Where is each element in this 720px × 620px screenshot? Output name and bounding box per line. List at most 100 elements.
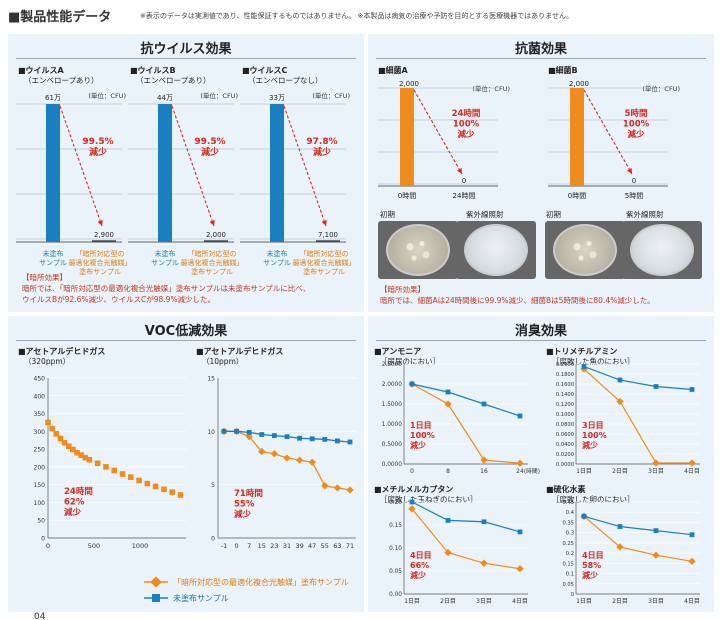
reduction-label: 3日目 [582, 421, 604, 430]
x-tick-label: 3日目 [648, 598, 664, 605]
y-tick-label: 150 [34, 482, 46, 489]
x-axis-unit: (時間) [524, 467, 540, 475]
chart-title: ■アセトアルデヒドガス [18, 346, 105, 356]
chart-acetaldehyde-320: ■アセトアルデヒドガス （320ppm） 0 50 100 150 200 250 300 350… [12, 346, 190, 556]
chart-svg: ■ウイルスC（エンベロープなし） (単位：CFU) 33万 7,100 97.8%減少未… [240, 66, 356, 276]
data-point-coated [65, 443, 72, 450]
reduction-label: 減少 [410, 440, 426, 450]
x-tick-label: 39 [295, 542, 303, 550]
voc-panel: VOC低減効果 ■アセトアルデヒドガス （320ppm） 0 50 100 150 200 2… [8, 316, 364, 612]
x-tick-label: 0 [235, 542, 239, 550]
data-point-coated [74, 449, 80, 456]
data-point-coated [53, 431, 60, 437]
chart-subtitle: （320ppm） [24, 357, 70, 366]
data-point-coated [82, 454, 89, 461]
data-point-uncoated [322, 436, 328, 442]
chart-title: ■アンモニア [374, 347, 421, 356]
data-point-uncoated [445, 518, 451, 523]
photo-label-initial: 初期 [380, 210, 395, 219]
y-tick-label: 450 [34, 376, 46, 383]
data-point-coated [516, 459, 524, 467]
note-title: 【暗所効果】 [22, 273, 67, 282]
bar-initial [400, 88, 414, 186]
unit-label: (単位：CFU) [88, 91, 126, 100]
chart-title: ■硫化水素 [546, 484, 586, 494]
x-tick-label: 2日目 [612, 598, 628, 605]
y-tick-label: 0.15 [562, 561, 574, 567]
petri-dish-uv-photo [622, 221, 702, 279]
unit-label: (単位：CFU) [472, 84, 510, 93]
antivirus-title: 抗ウイルス効果 [140, 42, 232, 57]
category-label: 5時間 [625, 192, 643, 200]
x-tick-label: 4日目 [512, 598, 528, 605]
data-point-uncoated [347, 439, 353, 445]
chart-trimethylamine: ■トリメチルアミン ［腐敗した魚のにおい］ 0.0000 0.0200 0.0400 0.… [544, 346, 714, 482]
data-point-uncoated [517, 529, 523, 535]
x-tick-label: 55 [321, 542, 329, 550]
antivirus-panel: 抗ウイルス効果 ■ウイルスA （エンベロープあり） (単位：CFU) 61万 2,900… [8, 34, 364, 312]
y-tick-label: 0.0400 [556, 442, 574, 448]
y-tick-label: 0.0200 [556, 452, 574, 458]
arrow-head-icon [209, 220, 215, 226]
unit-label: (単位：CFU) [200, 91, 238, 100]
reduction-label: 71時間 [234, 488, 263, 499]
y-tick-label: 0.1800 [556, 372, 574, 378]
data-point-coated [128, 474, 134, 480]
reduction-arrow [59, 105, 103, 227]
category-label: 0時間 [568, 192, 586, 200]
data-point-coated [295, 456, 304, 464]
bar-uncoated [46, 104, 60, 242]
reduction-label: 減少 [234, 509, 252, 520]
category-label: サンプル [39, 259, 67, 267]
data-point-coated [78, 452, 84, 458]
category-label: 0時間 [398, 192, 416, 200]
bar-value-label: 33万 [269, 94, 285, 102]
series-line-coated [411, 508, 521, 570]
y-tick-label: 100 [34, 500, 46, 507]
bar-value-label: 2,000 [569, 80, 589, 88]
series-line-uncoated [583, 365, 693, 391]
data-point-uncoated [689, 532, 695, 538]
data-point-coated [444, 400, 452, 408]
category-label: 未塗布 [155, 249, 176, 258]
data-point-uncoated [297, 435, 302, 441]
category-label: 24時間 [453, 192, 476, 200]
arrow-head-icon [321, 220, 327, 226]
reduction-arrow [171, 105, 215, 227]
data-point-coated [57, 435, 64, 442]
chart-svg: ■ウイルスB（エンベロープあり） (単位：CFU) 44万 2,000 99.5%減少未… [128, 66, 244, 276]
chart-title: ■アセトアルデヒドガス [196, 346, 283, 356]
chart-svg: ■アンモニア［尿尿のにおい］ 0.0000 0.5000 1.0000 1.5000 2.… [374, 347, 540, 475]
data-point-coated [70, 446, 76, 453]
category-label: 最適化複合光触媒」 [293, 258, 356, 267]
y-tick-label: 350 [34, 411, 46, 418]
chart-title: ■ウイルスC [242, 66, 288, 75]
legend-swatch-orange [144, 576, 168, 588]
data-point-uncoated [409, 381, 415, 387]
title-rule [16, 340, 356, 341]
petri-dish-initial-photo [545, 221, 625, 279]
petri-dish-uv-photo [456, 221, 536, 279]
data-point-coated [161, 486, 167, 493]
chart-virus-c: ■ウイルスC （エンベロープなし） (単位：CFU) 33万 7,100 97.8% 減少未… [240, 64, 356, 276]
y-tick-label: 2.0000 [382, 382, 403, 388]
data-point-uncoated [581, 364, 587, 369]
data-point-coated [270, 450, 279, 458]
data-point-coated [136, 477, 142, 484]
x-tick-label: 47 [308, 542, 316, 550]
y-tick-label: 1.0000 [382, 422, 403, 428]
legend-swatch-blue [144, 594, 168, 602]
category-label: 塗布サンプル [79, 267, 121, 276]
data-point-coated [61, 439, 68, 446]
reduction-label: 24時間 [452, 108, 481, 119]
data-point-uncoated [653, 384, 659, 389]
category-label: 未塗布 [267, 249, 288, 258]
reduction-label: 4日目 [582, 551, 604, 560]
x-tick-label: -1 [221, 542, 227, 550]
reduction-label: 4日目 [410, 551, 432, 560]
data-point-coated [177, 492, 184, 498]
chart-title: ■細菌B [548, 65, 578, 75]
series-line-uncoated [583, 515, 693, 536]
page-header: ■製品性能データ ※表示のデータは実測値であり、性能保証するものではありません。… [8, 6, 714, 28]
data-point-coated [119, 471, 126, 477]
